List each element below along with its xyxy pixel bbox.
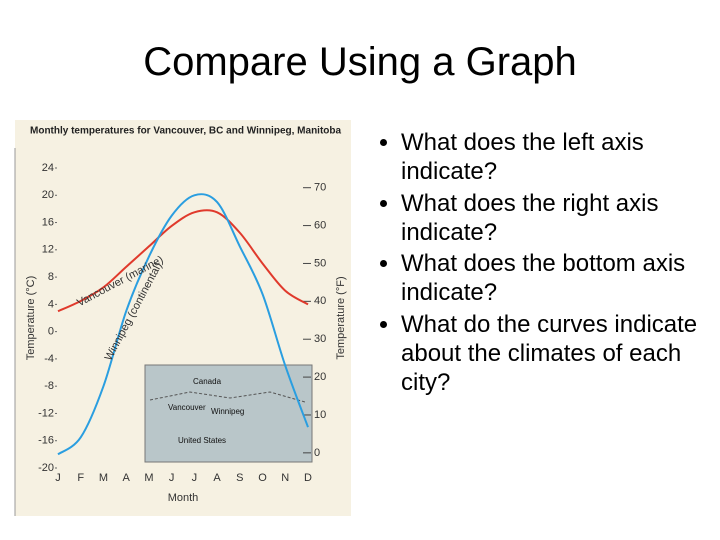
y-tick-label: -16 (38, 435, 54, 447)
map-label: United States (178, 436, 226, 445)
x-tick-label: J (169, 472, 175, 484)
map-label: Vancouver (168, 403, 206, 412)
y-tick-label: -4 (44, 353, 54, 365)
y2-tick-label: 30 (314, 333, 326, 345)
y2-tick-label: 10 (314, 409, 326, 421)
y-tick-label: -8 (44, 380, 54, 392)
x-tick-label: M (99, 472, 108, 484)
map-inset: Canada Vancouver Winnipeg United States (144, 364, 313, 463)
x-tick-label: A (213, 472, 221, 484)
bullet-list: What does the left axis indicate?What do… (375, 128, 701, 399)
map-border (149, 391, 306, 403)
y2-tick-label: 20 (314, 371, 326, 383)
y2-tick-label: 0 (314, 447, 320, 459)
y-tick-label: 8 (48, 271, 54, 283)
bullet: What does the bottom axis indicate? (401, 249, 701, 308)
y-tick-label: 4 (48, 298, 54, 310)
y-tick-label: -20 (38, 462, 54, 474)
x-tick-label: O (258, 472, 267, 484)
bullet: What does the left axis indicate? (401, 128, 701, 187)
y-tick-label: 0 (48, 326, 54, 338)
x-tick-label: D (304, 472, 312, 484)
x-tick-label: S (236, 472, 243, 484)
x-tick-label: J (55, 472, 61, 484)
y2-tick-label: 40 (314, 295, 326, 307)
y-tick-label: 24 (42, 162, 54, 174)
y2-axis-label: Temperature (°F) (335, 276, 347, 359)
y-tick-label: 20 (42, 189, 54, 201)
x-tick-label: N (281, 472, 289, 484)
y-axis-label: Temperature (°C) (25, 276, 37, 360)
map-frame (144, 364, 313, 463)
x-tick-label: A (123, 472, 131, 484)
slide-title: Compare Using a Graph (143, 40, 577, 84)
x-tick-label: J (192, 472, 198, 484)
y-tick-label: 12 (42, 244, 54, 256)
map-label: Winnipeg (211, 407, 244, 416)
y2-tick-label: 60 (314, 219, 326, 231)
line-series (57, 209, 309, 313)
bullet: What does the right axis indicate? (401, 189, 701, 248)
x-axis-label: Month (168, 492, 199, 504)
y2-tick-label: 70 (314, 182, 326, 194)
y-tick-label: -12 (38, 407, 54, 419)
bullet: What do the curves indicate about the cl… (401, 310, 701, 398)
y2-tick-label: 50 (314, 257, 326, 269)
x-tick-label: F (77, 472, 84, 484)
y-tick-label: 16 (42, 216, 54, 228)
map-label: Canada (193, 377, 222, 386)
chart: Monthly temperatures for Vancouver, BC a… (14, 120, 351, 516)
chart-title: Monthly temperatures for Vancouver, BC a… (30, 126, 341, 137)
line-series (57, 193, 309, 456)
x-tick-label: M (144, 472, 153, 484)
